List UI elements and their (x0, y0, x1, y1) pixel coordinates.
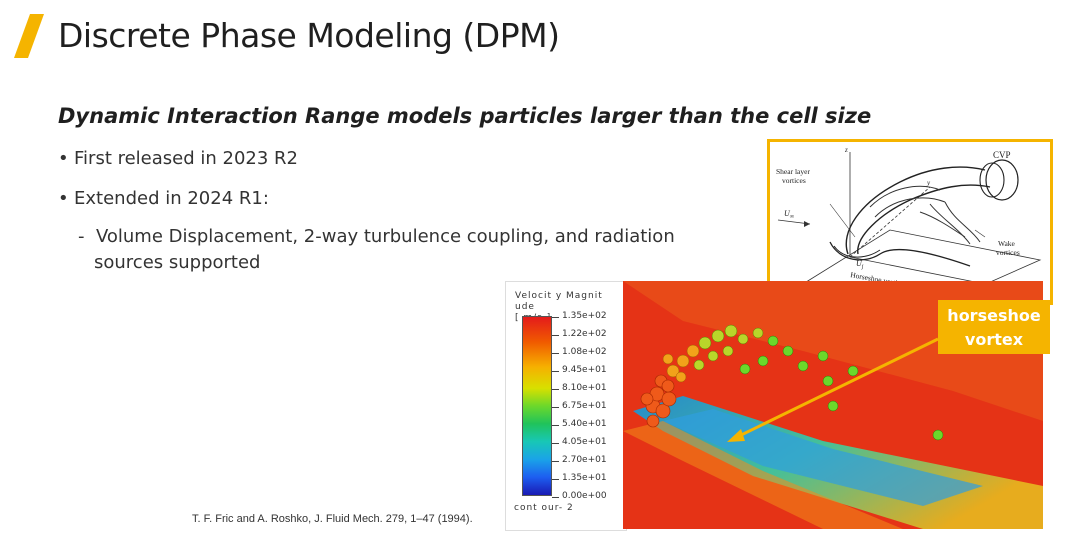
label-wake-2: vortices (996, 248, 1020, 257)
sub-bullet-line1: Volume Displacement, 2-way turbulence co… (95, 226, 675, 247)
colorbar-tick: 0.00e+00 (552, 491, 607, 501)
label-uinf: U∞ (784, 209, 795, 220)
colorbar-tick: 1.22e+02 (552, 329, 607, 339)
colorbar-tick: 5.40e+01 (552, 419, 607, 429)
label-cvp: CVP (993, 150, 1011, 160)
bullet-item: • First released in 2023 R2 (58, 148, 298, 169)
colorbar-tick: 4.05e+01 (552, 437, 607, 447)
bullet-item: • Extended in 2024 R1: (58, 188, 269, 209)
particle-cluster (640, 374, 677, 428)
colorbar-tick: 6.75e+01 (552, 401, 607, 411)
title-accent-bar (13, 14, 45, 58)
slide-subtitle: Dynamic Interaction Range models particl… (58, 104, 872, 128)
label-wake-1: Wake (998, 239, 1016, 248)
callout-line2: vortex (964, 330, 1024, 349)
callout-line1: horseshoe (947, 306, 1041, 325)
bullet-text: First released in 2023 R2 (74, 148, 299, 169)
slide-title: Discrete Phase Modeling (DPM) (58, 16, 560, 55)
sub-bullet-line2: sources supported (94, 252, 261, 273)
citation: T. F. Fric and A. Roshko, J. Fluid Mech.… (192, 513, 473, 525)
horseshoe-vortex-callout: horseshoe vortex (938, 300, 1050, 354)
sub-bullet-marker: - (78, 226, 85, 247)
colorbar-tick: 9.45e+01 (552, 365, 607, 375)
sub-bullet-item: - Volume Displacement, 2-way turbulence … (78, 224, 718, 276)
velocity-colorbar: Velocit y Magnit ude[ m/s ] 1.35e+02 1.2… (505, 281, 627, 531)
colorbar-tick: 1.08e+02 (552, 347, 607, 357)
label-axis-y: y (926, 179, 931, 187)
bullet-dot-icon: • (58, 188, 69, 209)
label-axis-z: z (844, 146, 848, 154)
bullet-text: Extended in 2024 R1: (74, 188, 269, 209)
colorbar-tick: 1.35e+01 (552, 473, 607, 483)
label-shear-2: vortices (782, 176, 806, 185)
bullet-dot-icon: • (58, 148, 69, 169)
label-uj: Uj (856, 259, 864, 270)
colorbar-tick: 8.10e+01 (552, 383, 607, 393)
sketch-drawing: CVP Shear layer vortices Wake vortices H… (776, 146, 1042, 302)
label-shear-1: Shear layer (776, 167, 810, 176)
colorbar-footer: cont our- 2 (514, 503, 574, 513)
colorbar-tick: 2.70e+01 (552, 455, 607, 465)
colorbar-tick: 1.35e+02 (552, 311, 607, 321)
colorbar-gradient (522, 316, 552, 496)
